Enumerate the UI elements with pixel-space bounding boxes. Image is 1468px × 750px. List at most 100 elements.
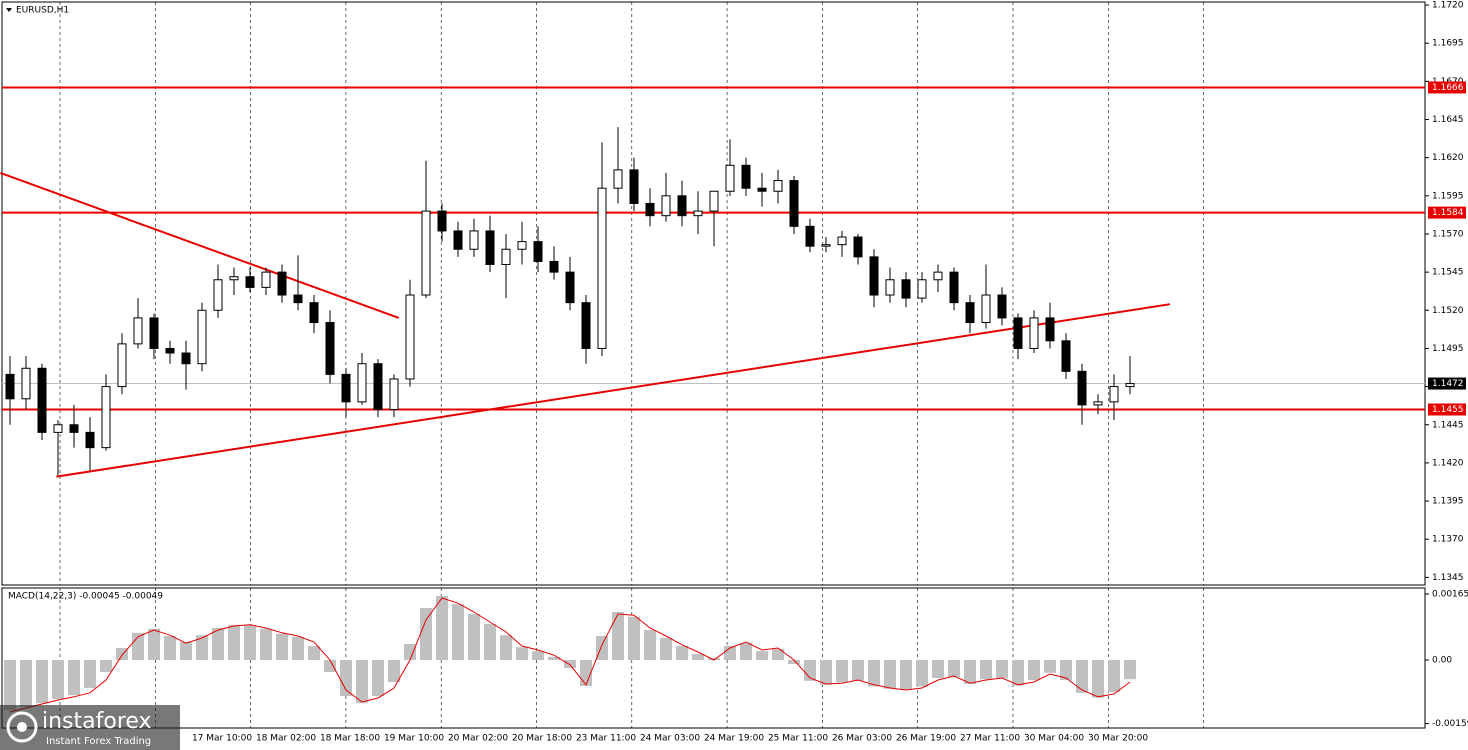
candle-body <box>165 347 175 354</box>
candle-body <box>581 302 591 349</box>
y-tick-label: 1.1645 <box>1432 115 1464 125</box>
macd-bar <box>596 636 608 660</box>
x-tick-label: 24 Mar 19:00 <box>704 734 764 744</box>
macd-bar <box>356 660 368 704</box>
macd-bar <box>676 646 688 660</box>
y-tick-label: 0.00165 <box>1432 590 1468 600</box>
y-tick-label: 1.1495 <box>1432 344 1464 354</box>
x-tick-label: 26 Mar 03:00 <box>832 734 892 744</box>
candle-body <box>549 260 559 273</box>
macd-bar <box>996 660 1008 679</box>
candle-body <box>917 279 927 299</box>
x-tick-label: 25 Mar 11:00 <box>768 734 828 744</box>
macd-bar <box>708 658 720 660</box>
candle-body <box>565 271 575 304</box>
candle-body <box>293 294 303 304</box>
macd-bar <box>196 635 208 660</box>
candle-body <box>485 230 495 266</box>
y-tick-label: 1.1695 <box>1432 39 1464 49</box>
candle-body <box>21 367 31 400</box>
y-tick-label: -0.00159 <box>1432 719 1468 729</box>
candle-body <box>869 256 879 296</box>
candle-body <box>501 248 511 266</box>
macd-bar <box>276 633 288 660</box>
candle-body <box>1093 401 1103 406</box>
y-tick-label: 1.1620 <box>1432 153 1464 163</box>
brand: instaforex <box>42 709 152 734</box>
x-tick-label: 24 Mar 03:00 <box>640 734 700 744</box>
candle-body <box>181 352 191 365</box>
macd-bar <box>164 636 176 660</box>
symbol-title: EURUSD,H1 <box>16 6 69 16</box>
watermark-bg <box>0 705 180 750</box>
candle-body <box>757 187 767 192</box>
macd-bar <box>404 644 416 660</box>
level-badge <box>1428 403 1466 416</box>
macd-bar <box>820 660 832 685</box>
y-tick-label: 1.1570 <box>1432 229 1464 239</box>
macd-bar <box>1076 660 1088 693</box>
candle-body <box>133 317 143 345</box>
macd-title: MACD(14,22,3) -0.00045 -0.00049 <box>8 592 163 602</box>
candle-body <box>69 424 79 433</box>
macd-bar <box>500 635 512 660</box>
candle-body <box>789 180 799 227</box>
candle-body <box>53 424 63 433</box>
macd-bar <box>1044 660 1056 673</box>
candle-body <box>837 236 847 246</box>
candle-body <box>805 225 815 247</box>
macd-bar <box>1060 660 1072 680</box>
candle-body <box>613 169 623 189</box>
candle-body <box>325 321 335 375</box>
x-tick-label: 20 Mar 18:00 <box>512 734 572 744</box>
macd-bar <box>452 604 464 660</box>
macd-bar <box>852 660 864 681</box>
macd-bar <box>340 660 352 696</box>
macd-bar <box>4 660 16 710</box>
menu-arrow[interactable] <box>6 8 12 12</box>
macd-bar <box>948 660 960 677</box>
candle-body <box>533 241 543 262</box>
candle-body <box>101 386 111 449</box>
x-tick-label: 20 Mar 02:00 <box>448 734 508 744</box>
candle-body <box>277 271 287 296</box>
candle-body <box>853 236 863 258</box>
trendline <box>0 171 400 319</box>
y-tick-label: 1.1420 <box>1432 458 1464 468</box>
macd-bar <box>980 660 992 680</box>
x-tick-label: 18 Mar 02:00 <box>256 734 316 744</box>
macd-bar <box>516 647 528 660</box>
level-badge <box>1428 206 1466 219</box>
level-badge <box>1428 81 1466 94</box>
macd-bar <box>100 660 112 672</box>
x-tick-label: 19 Mar 10:00 <box>384 734 444 744</box>
macd-bar <box>1028 660 1040 680</box>
candle-body <box>85 431 95 449</box>
y-tick-label: 1.1370 <box>1432 535 1464 545</box>
watermark: instaforex Instant Forex Trading <box>0 705 180 750</box>
candle-body <box>741 164 751 189</box>
candle-body <box>773 180 783 192</box>
macd-bar <box>724 646 736 660</box>
candle-body <box>1077 370 1087 406</box>
candle-body <box>725 164 735 192</box>
candle-body <box>37 367 47 433</box>
x-tick-label: 26 Mar 19:00 <box>896 734 956 744</box>
macd-bar <box>84 660 96 688</box>
macd-bar <box>788 660 800 664</box>
macd-bar <box>532 651 544 660</box>
candle-body <box>389 378 399 410</box>
macd-bar <box>436 596 448 660</box>
macd-bar <box>916 660 928 687</box>
macd-bar <box>564 660 576 668</box>
y-tick-label: 1.1395 <box>1432 497 1464 507</box>
logo-icon-core <box>17 722 27 732</box>
macd-bar <box>308 646 320 660</box>
level-label: 1.1455 <box>1432 405 1464 415</box>
last-price-label: 1.1472 <box>1432 379 1464 389</box>
candle-body <box>421 210 431 296</box>
candle-body <box>1061 340 1071 372</box>
candle-body <box>981 294 991 323</box>
macd-bar <box>900 660 912 690</box>
macd-bar <box>772 648 784 660</box>
